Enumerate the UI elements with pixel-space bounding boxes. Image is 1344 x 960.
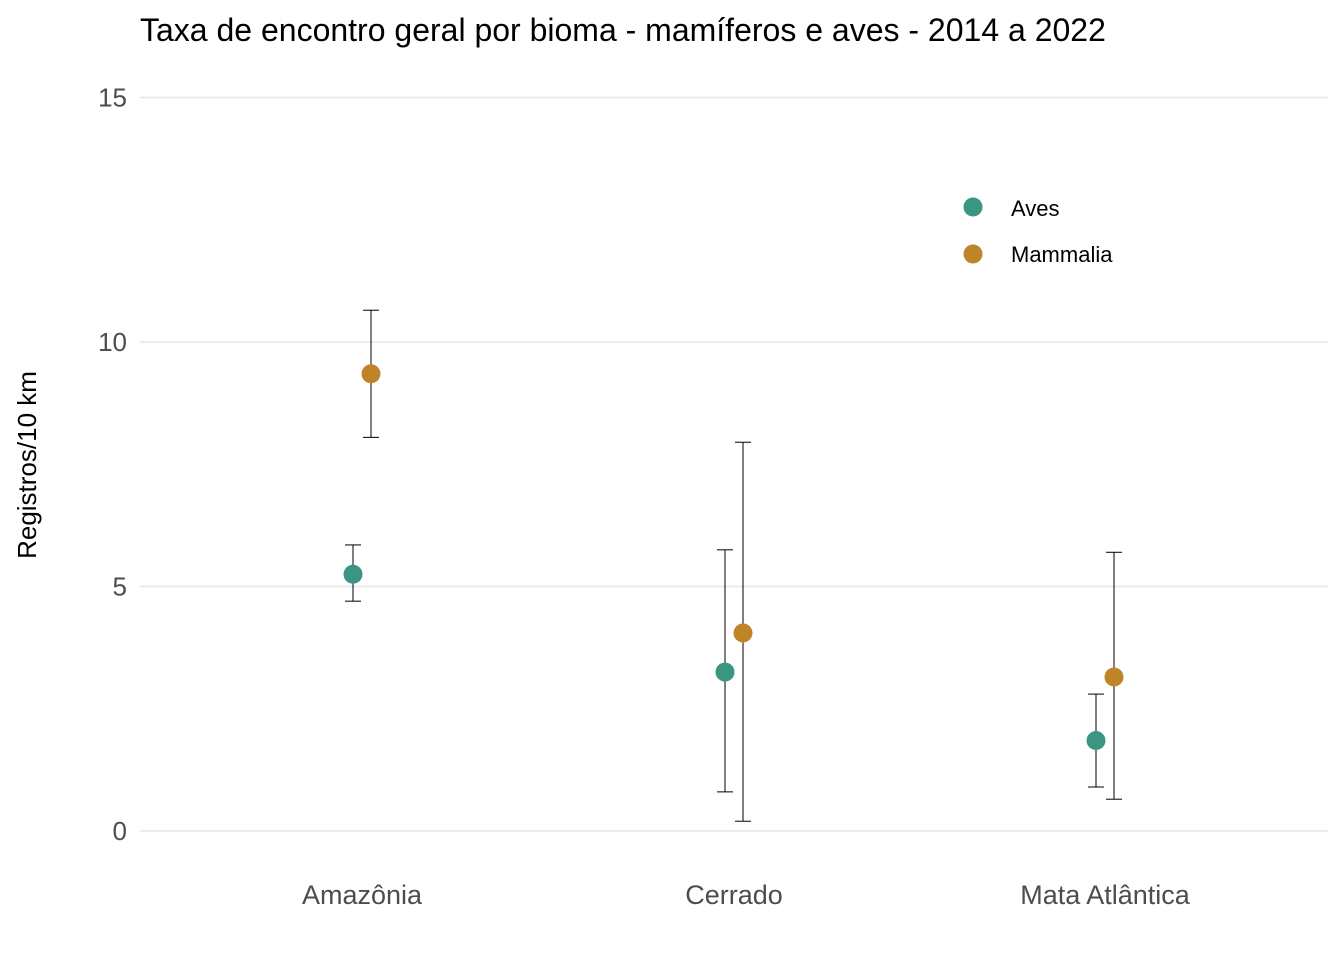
y-tick-labels: 0 5 10 15 — [98, 83, 127, 847]
legend-marker-aves — [963, 197, 983, 217]
data-point-aves — [1086, 731, 1106, 751]
legend-label-aves: Aves — [1011, 196, 1060, 221]
data-point-aves — [343, 564, 363, 584]
data-point-mammalia — [1104, 667, 1124, 687]
error-bars — [345, 309, 1122, 822]
legend: Aves Mammalia — [963, 196, 1113, 267]
y-tick-label: 10 — [98, 327, 127, 357]
data-point-mammalia — [361, 364, 381, 384]
x-tick-label: Cerrado — [685, 880, 783, 910]
x-tick-label: Mata Atlântica — [1020, 880, 1191, 910]
legend-item-mammalia: Mammalia — [963, 242, 1113, 267]
legend-label-mammalia: Mammalia — [1011, 242, 1113, 267]
x-tick-labels: Amazônia Cerrado Mata Atlântica — [302, 880, 1191, 910]
data-points — [343, 364, 1124, 751]
y-axis-label: Registros/10 km — [12, 371, 42, 559]
data-point-aves — [715, 662, 735, 682]
legend-item-aves: Aves — [963, 196, 1060, 221]
legend-marker-mammalia — [963, 244, 983, 264]
y-tick-label: 15 — [98, 83, 127, 113]
gridlines — [140, 96, 1328, 832]
chart-title: Taxa de encontro geral por bioma - mamíf… — [140, 12, 1106, 48]
y-tick-label: 5 — [113, 572, 127, 602]
y-tick-label: 0 — [113, 816, 127, 846]
x-tick-label: Amazônia — [302, 880, 423, 910]
data-point-mammalia — [733, 623, 753, 643]
